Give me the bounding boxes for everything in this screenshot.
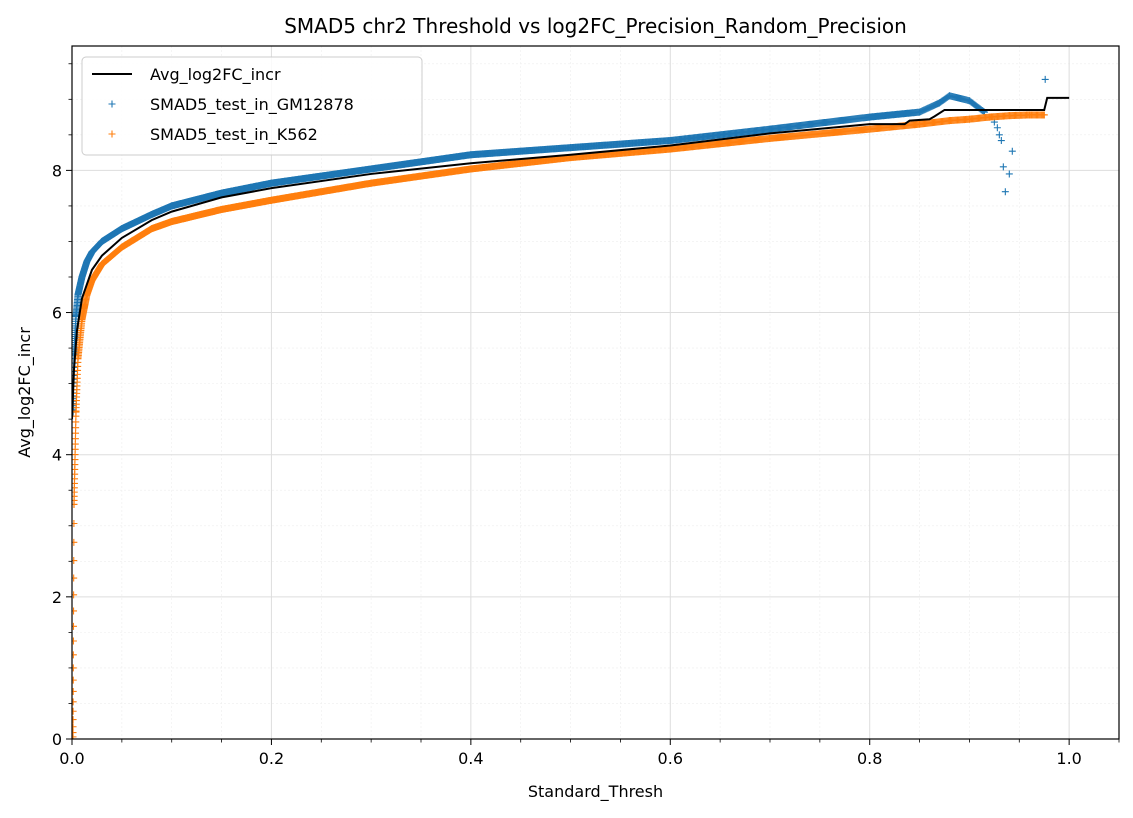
scatter-point	[72, 591, 78, 599]
scatter-point	[993, 124, 1001, 132]
scatter-point	[945, 92, 953, 100]
legend-marker-swatch	[108, 100, 116, 108]
legend-label: SMAD5_test_in_K562	[150, 125, 318, 145]
scatter-point	[72, 574, 78, 582]
y-tick-label: 6	[52, 304, 62, 323]
scatter-point	[72, 637, 77, 645]
scatter-point	[985, 113, 993, 121]
scatter-point	[72, 607, 78, 615]
scatter-point	[72, 408, 80, 416]
x-tick-label: 1.0	[1056, 749, 1081, 768]
scatter-point	[965, 115, 973, 123]
y-tick-label: 8	[52, 161, 62, 180]
scatter-point	[88, 248, 96, 256]
scatter-point	[72, 723, 77, 731]
scatter-point	[1005, 170, 1013, 178]
series-layer	[72, 75, 1070, 739]
scatter-point	[965, 97, 973, 105]
series-k562	[72, 111, 1048, 739]
scatter-point	[72, 716, 77, 724]
scatter-point	[72, 651, 77, 659]
scatter-point	[72, 664, 77, 672]
scatter-point	[98, 237, 106, 245]
y-tick-label: 2	[52, 588, 62, 607]
y-tick-label: 0	[52, 730, 62, 749]
legend-label: SMAD5_test_in_GM12878	[150, 95, 354, 115]
scatter-point	[567, 144, 575, 152]
scatter-point	[83, 257, 91, 265]
scatter-point	[1040, 111, 1048, 119]
scatter-point	[83, 291, 91, 299]
scatter-point	[995, 131, 1003, 139]
scatter-point	[1025, 111, 1033, 119]
x-tick-label: 0.0	[59, 749, 84, 768]
legend-box	[81, 56, 423, 156]
x-tick-label: 0.8	[857, 749, 882, 768]
scatter-point	[999, 163, 1007, 171]
series-gm12878	[72, 75, 1049, 416]
axis-ticks: 0.0 0.2 0.4 0.6 0.8 1.0 0 2 4 6 8	[52, 63, 1120, 768]
scatter-point	[997, 137, 1005, 145]
scatter-point	[666, 145, 674, 153]
legend-marker-swatch	[108, 130, 116, 138]
scatter-point	[1001, 188, 1009, 196]
scatter-point	[1008, 147, 1016, 155]
scatter-point	[88, 277, 96, 285]
legend-label: Avg_log2FC_incr	[150, 65, 281, 85]
x-axis-label: Standard_Thresh	[528, 782, 663, 802]
scatter-point	[666, 137, 674, 145]
scatter-point	[72, 538, 78, 546]
scatter-point	[72, 676, 77, 684]
scatter-point	[148, 225, 156, 233]
scatter-point	[74, 291, 82, 299]
scatter-point	[118, 225, 126, 233]
y-tick-label: 4	[52, 446, 62, 465]
scatter-point	[936, 99, 944, 107]
scatter-point	[72, 735, 77, 739]
scatter-point	[72, 687, 77, 695]
plot-frame	[71, 45, 1120, 740]
scatter-point	[367, 165, 375, 173]
scatter-point	[467, 165, 475, 173]
scatter-point	[916, 108, 924, 116]
scatter-point	[78, 273, 86, 281]
x-tick-label: 0.6	[658, 749, 683, 768]
scatter-point	[866, 113, 874, 121]
scatter-point	[98, 260, 106, 268]
chart-title: SMAD5 chr2 Threshold vs log2FC_Precision…	[284, 14, 907, 38]
scatter-point	[72, 622, 77, 630]
scatter-point	[148, 210, 156, 218]
series-line-avg-log2fc	[72, 96, 1070, 420]
scatter-point	[218, 205, 226, 213]
scatter-point	[467, 151, 475, 159]
scatter-point	[72, 557, 78, 565]
scatter-point	[1005, 112, 1013, 120]
scatter-point	[168, 202, 176, 210]
x-tick-label: 0.4	[458, 749, 483, 768]
scatter-point	[72, 698, 77, 706]
scatter-point	[367, 179, 375, 187]
scatter-point	[218, 189, 226, 197]
scatter-point	[766, 134, 774, 142]
scatter-point	[916, 120, 924, 128]
x-tick-label: 0.2	[259, 749, 284, 768]
scatter-point	[945, 117, 953, 125]
scatter-point	[72, 707, 77, 715]
scatter-point	[72, 729, 77, 737]
scatter-point	[766, 125, 774, 133]
scatter-point	[1041, 75, 1049, 83]
scatter-point	[168, 218, 176, 226]
scatter-point	[267, 179, 275, 187]
scatter-point	[72, 500, 78, 508]
scatter-point	[118, 243, 126, 251]
scatter-point	[72, 520, 78, 528]
scatter-point	[267, 196, 275, 204]
y-axis-label: Avg_log2FC_incr	[15, 327, 35, 458]
legend: Avg_log2FC_incr SMAD5_test_in_GM12878 SMAD…	[81, 56, 423, 156]
scatter-point	[866, 125, 874, 133]
